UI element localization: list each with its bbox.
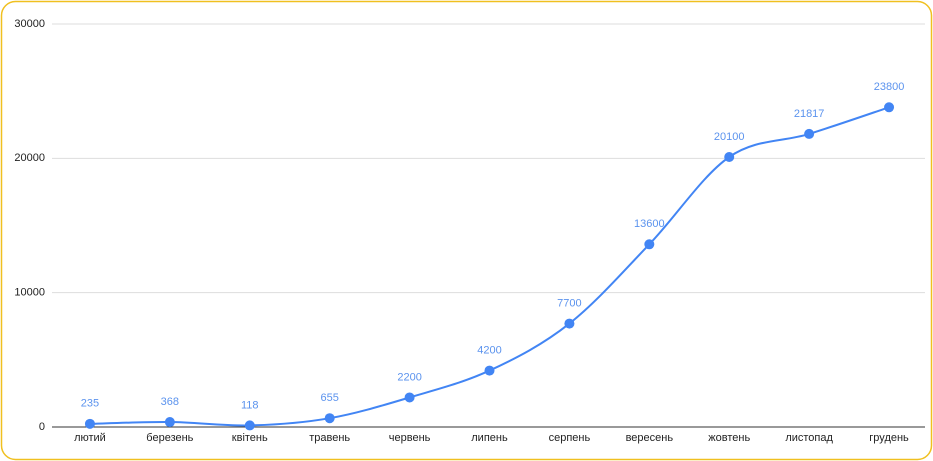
value-label: 21817: [794, 108, 825, 120]
point: [564, 318, 575, 329]
x-tick-label: червень: [389, 432, 431, 444]
x-tick-label: грудень: [869, 432, 909, 444]
x-tick-label: березень: [146, 432, 193, 444]
point: [404, 392, 415, 403]
value-label: 4200: [477, 344, 501, 356]
x-tick-label: травень: [309, 432, 350, 444]
value-label: 235: [81, 398, 99, 410]
y-tick-label: 10000: [14, 287, 45, 299]
x-tick-label: жовтень: [708, 432, 750, 444]
value-label: 7700: [557, 297, 581, 309]
point: [484, 365, 495, 376]
point: [724, 151, 735, 162]
point: [884, 102, 895, 113]
y-tick-label: 20000: [14, 152, 45, 164]
y-tick-label: 30000: [14, 18, 45, 30]
point: [324, 413, 335, 424]
x-tick-label: серпень: [549, 432, 591, 444]
x-tick-label: квітень: [232, 432, 268, 444]
value-label: 2200: [397, 371, 421, 383]
value-label: 20100: [714, 131, 745, 143]
point: [804, 128, 815, 139]
value-label: 118: [241, 399, 259, 411]
x-tick-label: вересень: [626, 432, 674, 444]
x-tick-label: липень: [471, 432, 508, 444]
point: [244, 420, 255, 431]
x-tick-label: листопад: [785, 432, 833, 444]
value-label: 23800: [874, 81, 905, 93]
value-label: 655: [321, 392, 339, 404]
value-label: 13600: [634, 218, 665, 230]
point: [644, 239, 655, 250]
value-label: 368: [161, 396, 179, 408]
point: [164, 417, 175, 428]
point: [84, 418, 95, 429]
x-tick-label: лютий: [74, 432, 106, 444]
line: [89, 106, 890, 427]
y-tick-label: 0: [39, 421, 45, 433]
